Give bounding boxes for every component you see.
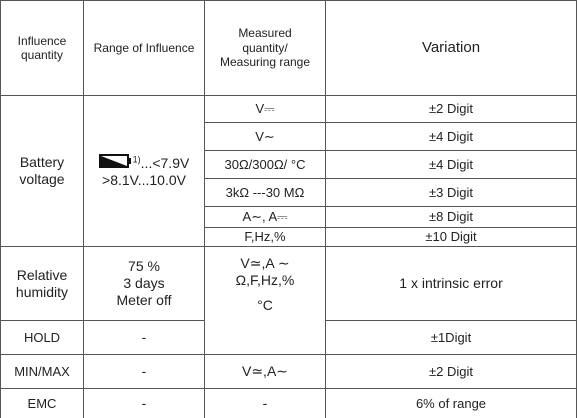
text: 3 days bbox=[123, 275, 165, 292]
cell: ±2 Digit bbox=[325, 354, 577, 389]
cell: V∼ bbox=[204, 122, 326, 151]
header-cell: Variation bbox=[325, 0, 577, 96]
text: Measured bbox=[238, 26, 292, 41]
text: 75 % bbox=[128, 258, 160, 275]
cell: HOLD bbox=[0, 320, 84, 355]
row: V∼ ±4 Digit bbox=[1, 122, 577, 151]
cell: MIN/MAX bbox=[0, 354, 84, 389]
text: Measuring range bbox=[219, 55, 311, 70]
header-row: Influence quantity Range of Influence Mea… bbox=[0, 0, 577, 96]
cell: Relative humidity bbox=[0, 246, 84, 321]
text: Ω,F,Hz,% bbox=[235, 271, 295, 288]
cell: ±2 Digit bbox=[325, 95, 577, 123]
cell: 1)...<7.9V >8.1V...10.0V bbox=[83, 95, 205, 247]
cell: V≃,A ∼ Ω,F,Hz,% °C bbox=[204, 246, 326, 355]
text: V≃,A ∼ bbox=[240, 255, 290, 271]
text: Relative bbox=[16, 266, 68, 283]
cell: F,Hz,% bbox=[204, 227, 326, 247]
cell: ±1Digit bbox=[325, 320, 577, 355]
header-cell: Measured quantity/Measuring range bbox=[204, 0, 326, 96]
text: humidity bbox=[15, 283, 69, 300]
cell: ±8 Digit bbox=[325, 206, 577, 228]
text: quantity bbox=[20, 48, 64, 62]
row: HOLD - ±1Digit bbox=[0, 320, 577, 355]
text: Influence bbox=[17, 33, 67, 48]
cell: - bbox=[204, 388, 326, 418]
text: quantity/ bbox=[242, 40, 288, 55]
cell: ±4 Digit bbox=[325, 150, 577, 179]
cell: V≃,A∼ bbox=[204, 354, 326, 389]
cell: 30Ω/300Ω/ °C bbox=[204, 150, 326, 179]
text: Meter off bbox=[116, 291, 172, 308]
cell: Battery voltage bbox=[0, 95, 84, 247]
cell: - bbox=[83, 354, 205, 389]
row: A∼, A⎓ ±8 Digit bbox=[1, 206, 577, 228]
cell: ±4 Digit bbox=[325, 122, 577, 151]
header-cell: Range of Influence bbox=[83, 0, 205, 96]
cell: ±3 Digit bbox=[325, 178, 577, 207]
cell: - bbox=[83, 320, 205, 355]
cell: 3kΩ ---30 MΩ bbox=[204, 178, 326, 207]
battery-icon bbox=[98, 153, 131, 168]
row: EMC - -6% of range bbox=[0, 388, 577, 418]
footnote: 1) bbox=[132, 154, 141, 165]
cell: V⎓ bbox=[204, 95, 326, 123]
text: Battery bbox=[19, 154, 65, 171]
cell: - bbox=[83, 388, 205, 418]
row: Relative humidity 75 % 3 days Meter off V≃,… bbox=[0, 246, 577, 355]
text: °C bbox=[257, 296, 273, 313]
row: Battery voltage 1)...<7.9V >8.1V...10.0V … bbox=[0, 95, 577, 247]
text: Variation bbox=[421, 39, 481, 56]
text: voltage bbox=[19, 171, 65, 187]
text: ...<7.9V bbox=[140, 154, 190, 171]
cell: A∼, A⎓ bbox=[204, 206, 326, 228]
cell: EMC bbox=[0, 388, 84, 418]
range-line: 1)...<7.9V bbox=[86, 153, 202, 172]
row: 30Ω/300Ω/ °C ±4 Digit bbox=[1, 150, 577, 179]
cell: ±10 Digit bbox=[325, 227, 577, 247]
cell: 75 % 3 days Meter off bbox=[83, 246, 205, 321]
text: >8.1V...10.0V bbox=[102, 171, 186, 188]
text: Range of Influence bbox=[93, 40, 195, 55]
cell: 1 x intrinsic error bbox=[325, 246, 577, 321]
row: MIN/MAX - V≃,A∼ ±2 Digit bbox=[0, 354, 577, 389]
header-cell: Influence quantity bbox=[0, 0, 84, 96]
cell: 6% of range bbox=[325, 388, 577, 418]
